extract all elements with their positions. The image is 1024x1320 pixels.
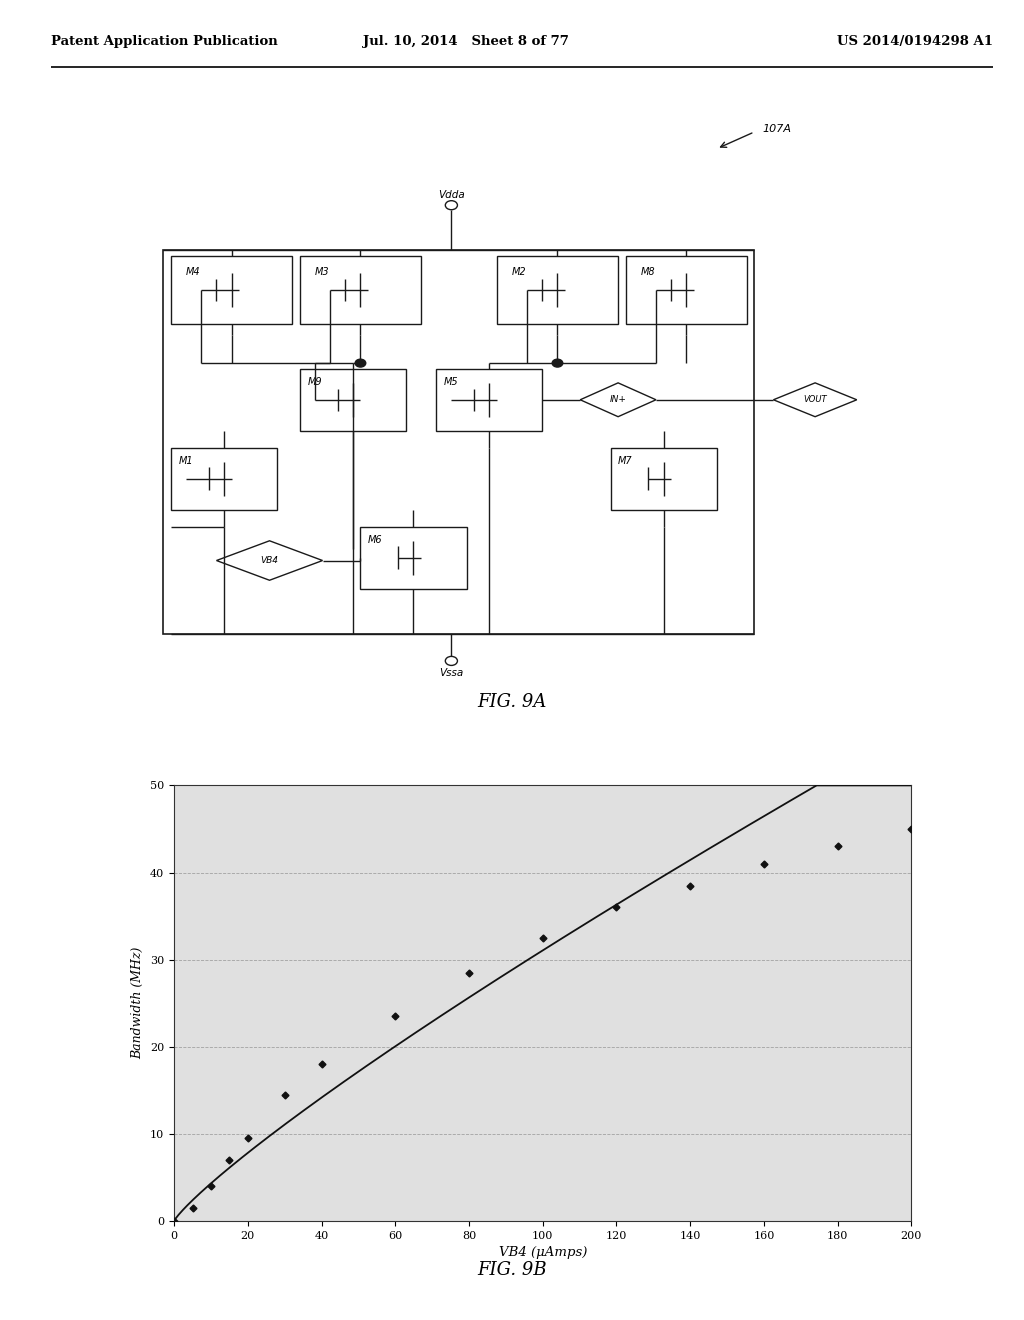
- Bar: [300, 368, 406, 430]
- Bar: [497, 256, 618, 323]
- Polygon shape: [581, 383, 656, 417]
- Text: 107A: 107A: [762, 124, 792, 135]
- Bar: [171, 256, 292, 323]
- Polygon shape: [216, 541, 323, 581]
- Circle shape: [355, 359, 366, 367]
- Bar: [171, 447, 278, 510]
- Bar: [300, 256, 421, 323]
- Text: M5: M5: [443, 378, 459, 387]
- Text: Jul. 10, 2014   Sheet 8 of 77: Jul. 10, 2014 Sheet 8 of 77: [362, 36, 568, 48]
- Text: M9: M9: [307, 378, 322, 387]
- Bar: [164, 251, 755, 634]
- Text: US 2014/0194298 A1: US 2014/0194298 A1: [838, 36, 993, 48]
- Text: M1: M1: [178, 457, 194, 466]
- Text: Vdda: Vdda: [438, 190, 465, 199]
- Bar: [360, 527, 467, 589]
- Text: VOUT: VOUT: [803, 395, 827, 404]
- Text: M7: M7: [618, 457, 633, 466]
- Text: M6: M6: [368, 535, 383, 545]
- Text: M3: M3: [315, 267, 330, 277]
- Text: M2: M2: [512, 267, 526, 277]
- Bar: [610, 447, 717, 510]
- Bar: [436, 368, 543, 430]
- Text: FIG. 9B: FIG. 9B: [477, 1261, 547, 1279]
- Y-axis label: Bandwidth (MHz): Bandwidth (MHz): [131, 946, 144, 1060]
- Text: M8: M8: [641, 267, 655, 277]
- Text: Vssa: Vssa: [439, 668, 464, 677]
- Text: M4: M4: [186, 267, 201, 277]
- Bar: [626, 256, 746, 323]
- Polygon shape: [773, 383, 857, 417]
- Circle shape: [552, 359, 563, 367]
- Text: VB4: VB4: [260, 556, 279, 565]
- Text: Patent Application Publication: Patent Application Publication: [51, 36, 278, 48]
- Text: IN+: IN+: [609, 395, 627, 404]
- X-axis label: VB4 (μAmps): VB4 (μAmps): [499, 1246, 587, 1259]
- Text: FIG. 9A: FIG. 9A: [477, 693, 547, 710]
